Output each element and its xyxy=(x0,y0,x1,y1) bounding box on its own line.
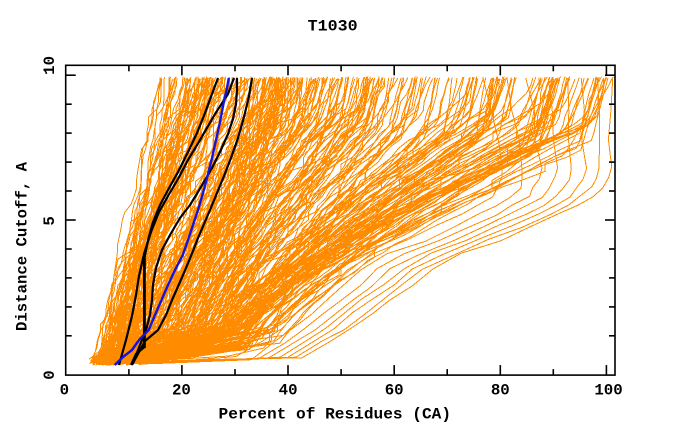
svg-text:0: 0 xyxy=(41,370,59,379)
svg-text:80: 80 xyxy=(491,382,510,400)
svg-text:5: 5 xyxy=(41,216,59,225)
svg-text:60: 60 xyxy=(385,382,404,400)
svg-text:10: 10 xyxy=(41,56,59,75)
svg-text:40: 40 xyxy=(279,382,298,400)
svg-text:T1030: T1030 xyxy=(308,18,358,36)
svg-text:20: 20 xyxy=(172,382,191,400)
svg-text:100: 100 xyxy=(594,382,622,400)
svg-text:Distance Cutoff, A: Distance Cutoff, A xyxy=(13,161,31,331)
svg-text:0: 0 xyxy=(60,382,69,400)
svg-text:Percent of Residues (CA): Percent of Residues (CA) xyxy=(219,405,452,423)
